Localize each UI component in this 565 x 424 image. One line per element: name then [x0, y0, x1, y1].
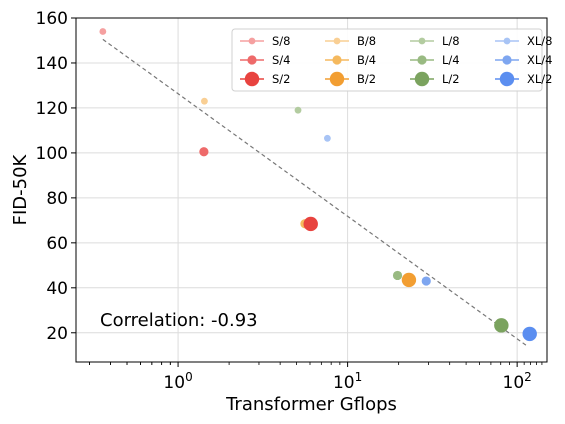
- point-s-8: [99, 28, 107, 35]
- y-axis-title: FID-50K: [10, 153, 31, 225]
- point-l-2: [494, 318, 509, 333]
- y-tick-label: 40: [46, 279, 68, 299]
- legend-label: S/4: [272, 53, 291, 67]
- point-l-8: [294, 106, 302, 114]
- point-xl-2: [522, 326, 537, 342]
- legend-label: B/2: [357, 72, 376, 86]
- legend-label: L/2: [442, 72, 460, 86]
- y-tick-label: 60: [46, 234, 68, 254]
- legend-label: XL/2: [527, 72, 552, 86]
- legend-marker: [414, 71, 430, 87]
- point-b-8: [201, 97, 208, 105]
- legend-label: L/8: [442, 34, 460, 48]
- legend-label: XL/8: [527, 34, 552, 48]
- correlation-annotation: Correlation: -0.93: [100, 310, 258, 331]
- tick-layer: 20 40 60 80 100 120 140 160 100 101 102: [36, 9, 543, 393]
- y-tick-label: 80: [46, 189, 68, 209]
- y-tick-label: 100: [36, 144, 68, 164]
- x-tick-label: 101: [333, 370, 362, 393]
- legend-marker: [332, 55, 342, 65]
- legend-label: S/8: [272, 34, 291, 48]
- legend-box: [231, 28, 543, 92]
- plot-frame: [75, 17, 548, 363]
- legend-marker: [417, 55, 427, 65]
- legend-marker: [502, 55, 512, 65]
- legend-marker: [248, 37, 256, 45]
- point-s-4: [199, 147, 209, 157]
- legend-marker: [418, 37, 426, 45]
- trendline-layer: [102, 38, 528, 347]
- x-axis-title: Transformer Gflops: [225, 394, 397, 415]
- point-s-2: [303, 216, 318, 232]
- legend-label: S/2: [272, 72, 291, 86]
- legend-marker: [503, 37, 511, 45]
- legend: S/8 S/4 S/2 B/8 B/4 B/2 L/8 L/4 L/2 XL/8 XL/4 XL/2: [231, 28, 552, 92]
- legend-label: XL/4: [527, 53, 552, 67]
- point-layer: [99, 28, 537, 342]
- legend-label: B/8: [357, 34, 376, 48]
- legend-label: L/4: [442, 53, 460, 67]
- x-tick-label: 100: [163, 370, 192, 393]
- legend-marker: [244, 71, 260, 87]
- legend-label: B/4: [357, 53, 376, 67]
- point-xl-4: [421, 276, 431, 286]
- point-l-4: [392, 270, 403, 281]
- y-tick-label: 140: [36, 54, 68, 74]
- point-xl-8: [324, 134, 331, 142]
- legend-marker: [333, 37, 341, 45]
- y-tick-label: 120: [36, 99, 68, 119]
- point-b-2: [401, 272, 417, 288]
- trendline: [102, 38, 528, 347]
- x-tick-label: 102: [503, 370, 532, 393]
- legend-marker: [247, 55, 257, 65]
- y-tick-label: 20: [46, 324, 68, 344]
- legend-marker: [329, 71, 345, 87]
- y-tick-label: 160: [36, 9, 68, 29]
- legend-marker: [499, 71, 515, 87]
